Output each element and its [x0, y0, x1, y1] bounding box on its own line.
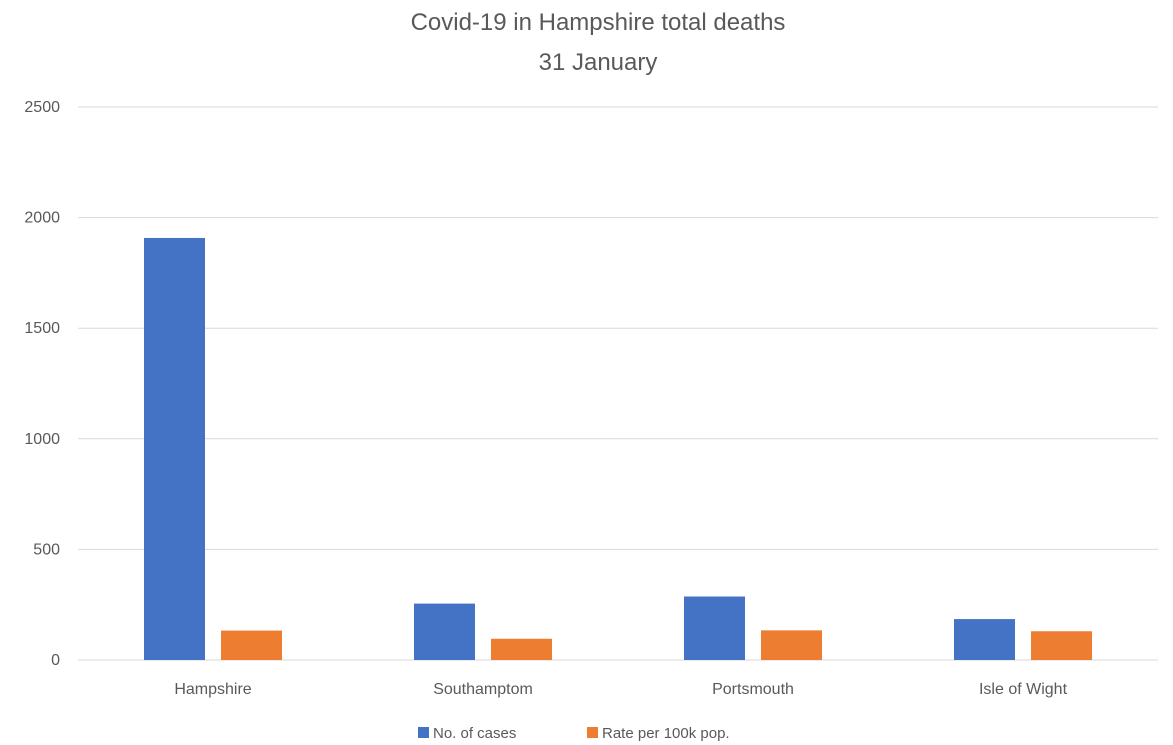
bar-rate-2 — [761, 630, 822, 660]
legend-label: Rate per 100k pop. — [602, 725, 730, 742]
bar-cases-1 — [414, 603, 475, 660]
bar-rate-0 — [221, 630, 282, 660]
chart-title: Covid-19 in Hampshire total deaths — [411, 9, 786, 36]
y-tick-label: 1000 — [24, 431, 60, 448]
y-tick-label: 2500 — [24, 99, 60, 116]
x-axis-labels: Hampshire Southamptom Portsmouth Isle of Wi… — [174, 681, 1067, 698]
x-category-label: Southamptom — [433, 681, 533, 698]
y-tick-label: 1500 — [24, 320, 60, 337]
legend: No. of cases Rate per 100k pop. — [418, 725, 730, 742]
chart-subtitle: 31 January — [539, 49, 658, 76]
gridlines — [78, 106, 1158, 661]
bars — [144, 237, 1092, 661]
y-tick-label: 2000 — [24, 210, 60, 227]
x-category-label: Isle of Wight — [979, 681, 1068, 698]
legend-swatch — [418, 727, 429, 738]
bar-rate-1 — [491, 638, 552, 660]
x-category-label: Hampshire — [174, 681, 251, 698]
x-category-label: Portsmouth — [712, 681, 794, 698]
y-tick-label: 0 — [51, 652, 60, 669]
bar-rate-3 — [1031, 631, 1092, 660]
bar-cases-0 — [144, 237, 205, 661]
y-axis-ticks: 0 500 1000 1500 2000 2500 — [24, 99, 60, 669]
legend-swatch — [587, 727, 598, 738]
legend-label: No. of cases — [433, 725, 516, 742]
bar-cases-2 — [684, 596, 745, 660]
bar-cases-3 — [954, 619, 1015, 660]
y-tick-label: 500 — [33, 541, 60, 558]
